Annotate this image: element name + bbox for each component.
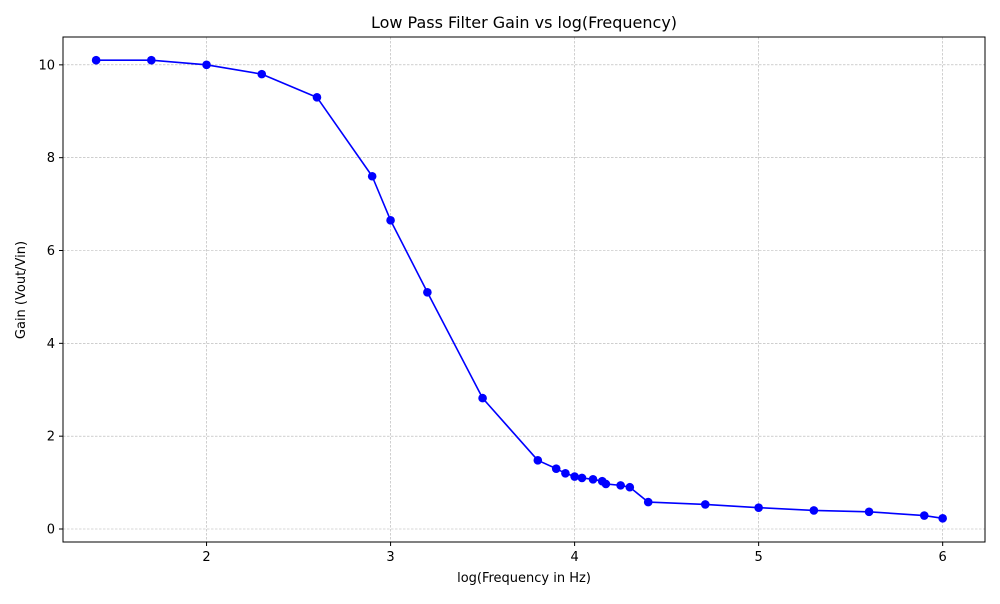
data-point	[423, 287, 432, 297]
x-axis-label: log(Frequency in Hz)	[457, 571, 591, 586]
data-point	[533, 456, 543, 465]
data-point	[367, 171, 377, 181]
data-point	[312, 93, 322, 102]
x-tick-label: 2	[202, 550, 210, 565]
plot-area-frame	[62, 36, 986, 543]
data-point	[551, 464, 561, 473]
series-line	[96, 59, 943, 520]
y-axis-ticks: 0 2 4 6 8 10	[38, 58, 63, 538]
y-tick-label: 4	[47, 337, 55, 352]
x-tick-label: 5	[755, 550, 763, 565]
y-tick-label: 10	[38, 58, 55, 73]
data-point	[257, 69, 267, 79]
series-layer	[91, 55, 947, 523]
y-tick-label: 6	[47, 244, 55, 259]
data-point	[616, 481, 625, 490]
data-point	[91, 55, 101, 65]
data-point	[202, 60, 211, 70]
y-tick-label: 0	[47, 523, 55, 538]
data-point	[754, 503, 763, 512]
x-tick-label: 6	[939, 550, 947, 565]
data-point	[588, 475, 598, 484]
x-tick-label: 4	[570, 550, 578, 565]
data-point	[938, 514, 947, 523]
data-point	[700, 500, 710, 509]
data-point	[601, 479, 611, 489]
data-point	[561, 469, 570, 478]
data-point	[147, 55, 156, 65]
chart-title: Low Pass Filter Gain vs log(Frequency)	[371, 13, 677, 32]
y-tick-label: 2	[47, 430, 55, 445]
data-point	[478, 393, 487, 403]
y-tick-label: 8	[47, 151, 55, 166]
data-point	[386, 216, 395, 225]
x-axis-ticks: 2 3 4 5 6	[202, 542, 947, 565]
data-point	[643, 497, 653, 507]
data-point	[864, 507, 874, 517]
y-axis-label: Gain (Vout/Vin)	[14, 241, 29, 339]
data-point	[625, 482, 635, 492]
data-point	[809, 506, 819, 515]
data-point	[570, 472, 579, 481]
x-tick-label: 3	[386, 550, 394, 565]
data-point	[577, 473, 587, 483]
grid	[63, 37, 985, 542]
data-point	[919, 511, 929, 520]
